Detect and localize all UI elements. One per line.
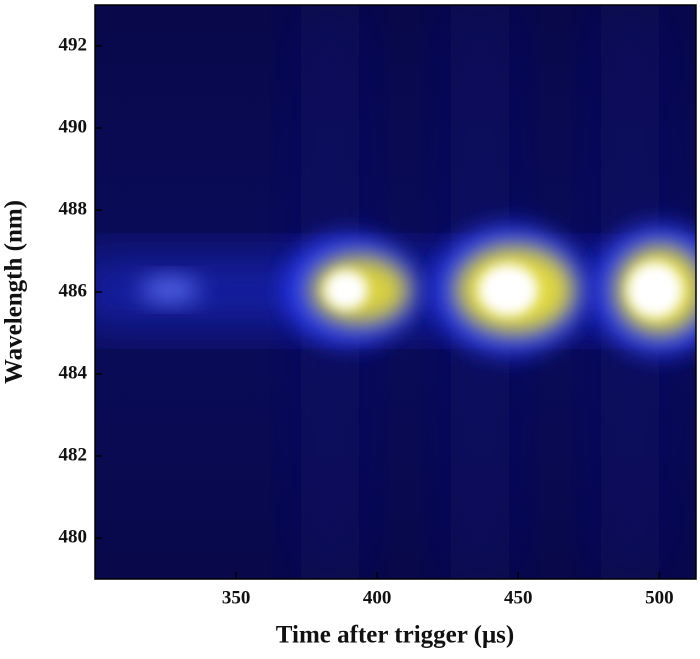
x-tick-label: 500 [645,587,674,608]
y-tick-label: 482 [59,444,88,465]
y-tick-label: 492 [59,34,88,55]
y-axis-label: Wavelength (nm) [1,200,28,384]
y-tick-label: 486 [59,280,88,301]
y-tick-label: 480 [59,526,88,547]
y-tick-label: 484 [59,362,88,383]
heatmap-image [95,5,696,579]
x-tick-label: 400 [363,587,392,608]
y-tick-label: 488 [59,198,88,219]
y-tick-label: 490 [59,116,88,137]
x-tick-label: 450 [504,587,533,608]
x-tick-label: 350 [222,587,251,608]
x-axis-label: Time after trigger (μs) [276,622,514,649]
